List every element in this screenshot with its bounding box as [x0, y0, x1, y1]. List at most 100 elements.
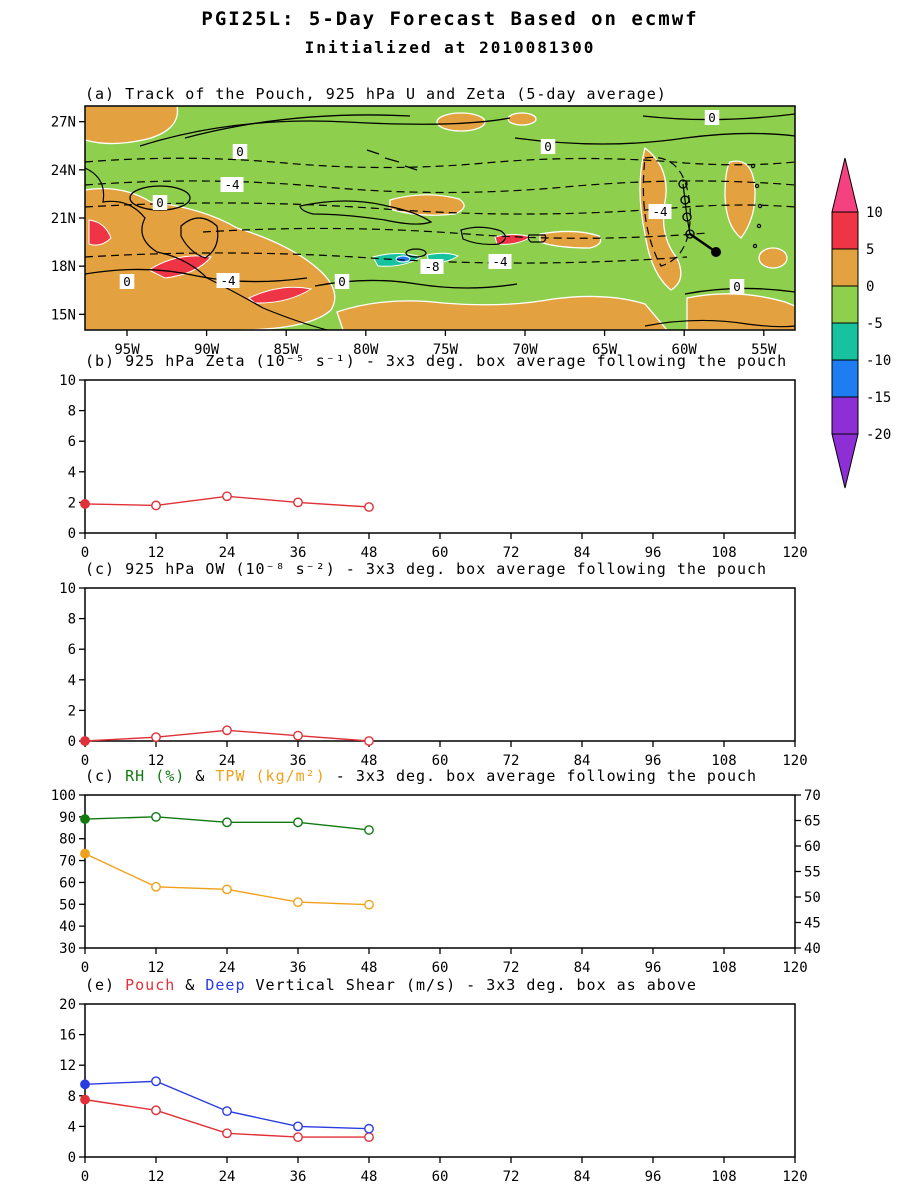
- tick-label: 120: [782, 1169, 807, 1185]
- tick-label: -20: [866, 427, 891, 443]
- tick-label: 108: [711, 1169, 736, 1185]
- tick-label: 60: [804, 839, 821, 855]
- contour-label-box: [334, 274, 350, 289]
- tick-label: 96: [645, 545, 662, 561]
- tick-label: 0: [708, 110, 716, 125]
- tick-label: 36: [290, 1169, 307, 1185]
- data-point-marker: [151, 500, 161, 511]
- tick-label: 8: [68, 404, 76, 420]
- data-point-marker: [222, 725, 232, 736]
- tick-label: -5: [866, 316, 883, 332]
- tick-label: -15: [866, 390, 891, 406]
- data-point-marker: [364, 1132, 374, 1143]
- tick-label: 0: [338, 274, 346, 289]
- series-TPW: [80, 848, 374, 910]
- page-title: PGI25L: 5-Day Forecast Based on ecmwf: [201, 8, 699, 30]
- tick-label: 40: [804, 941, 821, 957]
- colorbar-arrow-top: [831, 157, 859, 213]
- tick-label: 24: [219, 960, 236, 976]
- data-point-marker: [80, 848, 90, 859]
- colorbar: 10 5 0 -5 -10 -15 -20: [831, 157, 891, 489]
- tick-label: 12: [148, 753, 165, 769]
- tick-label: 0: [68, 1150, 76, 1166]
- track-current-position-marker: [711, 247, 721, 257]
- panel-d-title: (c) RH (%) & TPW (kg/m²) - 3x3 deg. box …: [85, 767, 757, 785]
- colorbar-arrow-bottom: [831, 433, 859, 489]
- tick-label: 12: [148, 960, 165, 976]
- data-point-marker: [80, 499, 90, 509]
- data-point-marker: [293, 817, 303, 828]
- series-Pouch: [80, 1094, 374, 1143]
- tick-label: 6: [68, 642, 76, 658]
- tick-label: 6: [68, 434, 76, 450]
- tick-label: 65W: [592, 342, 618, 358]
- data-point-marker: [222, 817, 232, 828]
- contour-label-box: [488, 254, 512, 269]
- tick-label: 4: [68, 1119, 76, 1135]
- data-point-marker: [80, 1094, 90, 1105]
- panel-e-title: (e) Pouch & Deep Vertical Shear (m/s) - …: [85, 976, 697, 994]
- tick-label: 108: [711, 960, 736, 976]
- tick-label: 0: [866, 279, 874, 295]
- tick-label: 108: [711, 545, 736, 561]
- tick-label: 84: [574, 960, 591, 976]
- contour-label-box: [232, 144, 248, 159]
- tick-label: 0: [81, 1169, 89, 1185]
- tick-label: 95W: [114, 342, 140, 358]
- tick-label: -4: [224, 177, 239, 192]
- tick-label: 72: [503, 753, 520, 769]
- contour-label-box: [119, 274, 135, 289]
- contour-label-box: [152, 195, 168, 210]
- tick-label: 90W: [194, 342, 220, 358]
- series-line: [84, 853, 370, 906]
- tick-label: 16: [59, 1028, 76, 1044]
- tick-label: 96: [645, 960, 662, 976]
- series-ow: [80, 725, 374, 746]
- tick-label: 36: [290, 545, 307, 561]
- tick-label: 30: [59, 941, 76, 957]
- data-point-marker: [364, 736, 374, 746]
- title-part: TPW (kg/m²): [215, 767, 326, 785]
- tick-label: 84: [574, 545, 591, 561]
- title-part: (c) 925 hPa OW (10⁻⁸ s⁻²) - 3x3 deg. box…: [85, 560, 768, 578]
- colorbar-segment: [831, 322, 859, 361]
- tick-label: 12: [148, 1169, 165, 1185]
- tick-label: 24: [219, 1169, 236, 1185]
- tick-label: 0: [156, 195, 164, 210]
- plot-frame: [84, 587, 796, 742]
- tick-label: 70: [804, 788, 821, 804]
- tick-label: 70W: [512, 342, 538, 358]
- pouch-track-line: [682, 183, 691, 235]
- tick-label: 0: [733, 279, 741, 294]
- series-zeta: [80, 491, 374, 512]
- contour-label-box: [216, 273, 240, 288]
- tick-label: 72: [503, 960, 520, 976]
- tick-label: 10: [59, 581, 76, 597]
- map-strong-negative-shading: [395, 255, 411, 263]
- data-point-marker: [80, 736, 90, 746]
- data-point-marker: [364, 899, 374, 910]
- tick-label: 0: [81, 960, 89, 976]
- data-point-marker: [364, 1123, 374, 1134]
- plot-frame: [84, 379, 796, 534]
- tick-label: 72: [503, 1169, 520, 1185]
- data-point-marker: [222, 884, 232, 895]
- title-part: RH (%): [125, 767, 186, 785]
- title-part: (e): [85, 976, 126, 994]
- tick-label: 2: [68, 495, 76, 511]
- tick-label: 0: [81, 545, 89, 561]
- map-overlay: 27N 24N 21N 18N 15N 95W 90W 85W 80W 75W 70W 65W 60W 5…: [51, 110, 777, 358]
- tick-label: 45: [804, 916, 821, 932]
- contour-label-box: [704, 110, 720, 125]
- colorbar-segment: [831, 248, 859, 287]
- tick-label: 60: [432, 545, 449, 561]
- track-position-marker: [685, 229, 695, 239]
- tick-label: 5: [866, 242, 874, 258]
- tick-label: 55W: [751, 342, 777, 358]
- tick-label: -8: [424, 259, 439, 274]
- tick-label: 12: [59, 1058, 76, 1074]
- data-point-marker: [151, 881, 161, 892]
